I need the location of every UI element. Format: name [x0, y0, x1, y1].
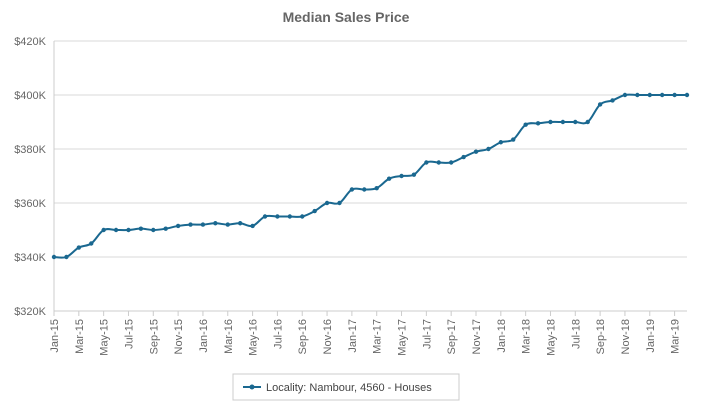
data-point[interactable] [473, 149, 479, 154]
x-tick-label: Mar-16 [223, 319, 235, 354]
x-tick-label: Nov-15 [173, 319, 185, 354]
x-tick-label: Jan-15 [49, 319, 61, 353]
data-point[interactable] [200, 222, 206, 227]
data-point[interactable] [436, 160, 441, 165]
data-point[interactable] [101, 227, 106, 233]
series-line [53, 93, 687, 259]
data-point[interactable] [486, 146, 491, 152]
data-point[interactable] [237, 221, 243, 226]
data-point[interactable] [647, 92, 652, 98]
data-point[interactable] [76, 245, 82, 250]
axes [53, 41, 687, 316]
data-point[interactable] [113, 227, 119, 233]
y-tick-label: $320K [14, 306, 46, 318]
data-point[interactable] [126, 227, 131, 233]
data-point[interactable] [250, 223, 255, 229]
x-tick-label: Nov-17 [471, 319, 483, 354]
x-tick-label: Mar-15 [74, 319, 86, 354]
x-tick-label: Nov-18 [620, 319, 632, 354]
data-point[interactable] [573, 119, 578, 125]
data-point[interactable] [511, 137, 516, 142]
x-tick-label: Jan-18 [496, 319, 508, 353]
data-point[interactable] [349, 187, 355, 192]
x-axis-tick-labels: Jan-15 Mar-15 May-15 Jul-15 Sep-15 Nov-15 Jan-… [49, 319, 682, 356]
data-point[interactable] [138, 226, 144, 231]
data-point[interactable] [659, 92, 665, 98]
x-tick-label: Sep-16 [297, 319, 309, 354]
y-tick-label: $380K [14, 144, 46, 156]
data-point[interactable] [610, 98, 615, 103]
data-point[interactable] [188, 222, 193, 227]
data-point[interactable] [64, 254, 69, 260]
data-point[interactable] [411, 172, 417, 177]
y-tick-label: $340K [14, 252, 46, 264]
data-point[interactable] [175, 223, 181, 229]
legend[interactable]: Locality: Nambour, 4560 - Houses [232, 373, 460, 401]
data-point[interactable] [684, 92, 690, 98]
data-point[interactable] [225, 222, 230, 227]
data-point[interactable] [151, 227, 156, 233]
data-point[interactable] [362, 187, 367, 192]
data-point[interactable] [386, 176, 392, 181]
data-point[interactable] [324, 200, 330, 206]
data-point[interactable] [535, 121, 541, 126]
data-point[interactable] [262, 214, 268, 219]
x-tick-label: Jul-17 [421, 319, 433, 349]
data-point[interactable] [548, 119, 553, 125]
x-tick-label: May-18 [545, 319, 557, 356]
x-tick-label: May-15 [99, 319, 111, 356]
legend-marker-swatch [249, 384, 255, 390]
data-point[interactable] [635, 92, 640, 98]
x-tick-label: Jan-19 [645, 319, 657, 353]
series-layer [51, 92, 690, 260]
y-tick-label: $420K [14, 36, 46, 48]
legend-box [232, 373, 460, 401]
x-tick-label: May-17 [397, 319, 409, 356]
data-point[interactable] [585, 119, 590, 125]
x-tick-label: Sep-15 [148, 319, 160, 354]
data-point[interactable] [51, 254, 57, 260]
data-point[interactable] [622, 92, 628, 98]
y-tick-label: $360K [14, 198, 46, 210]
grid-lines [54, 40, 687, 312]
x-tick-label: Jul-16 [272, 319, 284, 349]
x-tick-label: Nov-16 [322, 319, 334, 354]
x-tick-label: Jul-18 [570, 319, 582, 349]
data-point[interactable] [275, 214, 280, 219]
legend-label: Locality: Nambour, 4560 - Houses [266, 382, 432, 394]
data-point[interactable] [448, 160, 454, 165]
data-point[interactable] [300, 214, 305, 219]
x-tick-label: Jul-15 [123, 319, 135, 349]
data-point[interactable] [597, 102, 603, 107]
x-tick-label: Sep-18 [595, 319, 607, 354]
x-tick-label: Mar-19 [670, 319, 682, 354]
x-tick-label: Mar-18 [521, 319, 533, 354]
data-point[interactable] [523, 122, 528, 127]
chart-title: Median Sales Price [283, 9, 410, 25]
y-axis-tick-labels: $320K $340K $360K $380K $400K $420K [14, 36, 46, 318]
x-tick-label: May-16 [248, 319, 260, 356]
data-point[interactable] [424, 160, 429, 165]
x-tick-label: Jan-16 [198, 319, 210, 353]
data-point[interactable] [213, 221, 218, 226]
data-point[interactable] [374, 185, 379, 191]
x-tick-label: Sep-17 [446, 319, 458, 354]
data-point[interactable] [461, 154, 466, 160]
y-tick-label: $400K [14, 90, 46, 102]
x-tick-label: Jan-17 [347, 319, 359, 353]
data-point[interactable] [287, 214, 293, 219]
data-point[interactable] [312, 208, 317, 214]
data-point[interactable] [672, 92, 677, 98]
data-point[interactable] [399, 173, 404, 179]
data-point[interactable] [498, 140, 504, 145]
x-tick-label: Mar-17 [372, 319, 384, 354]
data-point[interactable] [337, 200, 342, 206]
data-point[interactable] [89, 241, 94, 246]
data-point[interactable] [560, 119, 566, 125]
data-point[interactable] [163, 226, 168, 231]
